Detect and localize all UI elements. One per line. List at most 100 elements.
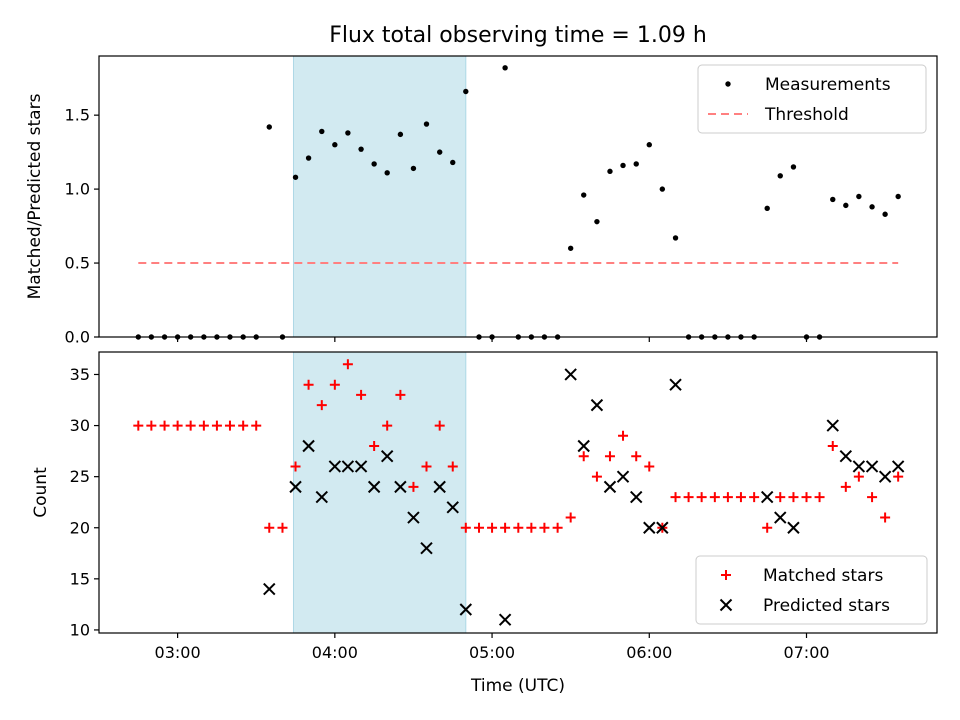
data-point xyxy=(277,522,288,533)
data-point xyxy=(764,205,770,212)
data-point xyxy=(289,480,302,494)
data-point xyxy=(502,65,508,71)
data-point xyxy=(159,420,170,431)
data-point xyxy=(867,492,878,503)
legend-swatch xyxy=(725,81,731,87)
data-point xyxy=(328,460,342,473)
y-tick-label: 20 xyxy=(70,518,90,537)
data-point xyxy=(616,470,630,483)
data-point xyxy=(460,522,471,533)
data-point xyxy=(198,420,209,431)
data-point xyxy=(292,174,299,180)
y-tick-label: 0.0 xyxy=(65,328,90,347)
data-point xyxy=(774,511,787,524)
data-point xyxy=(775,492,786,503)
legend-label: Predicted stars xyxy=(763,596,890,616)
y-tick-label: 1.0 xyxy=(65,180,90,199)
data-point xyxy=(513,522,524,533)
y-axis-label: Count xyxy=(31,467,51,518)
data-point xyxy=(341,460,355,473)
data-point xyxy=(172,420,183,431)
data-point xyxy=(305,155,312,161)
data-point xyxy=(329,379,340,390)
data-point xyxy=(869,204,875,210)
data-point xyxy=(646,142,652,148)
legend-frame xyxy=(695,555,928,625)
axes-frame xyxy=(98,55,938,338)
data-point xyxy=(644,461,655,472)
data-point xyxy=(760,490,774,504)
data-point xyxy=(656,521,669,534)
data-point xyxy=(266,124,272,130)
data-point xyxy=(498,613,512,626)
data-point xyxy=(474,522,485,533)
data-point xyxy=(762,522,773,533)
data-point xyxy=(539,522,550,533)
data-point xyxy=(303,379,314,390)
data-point xyxy=(709,492,720,503)
x-tick-label: 03:00 xyxy=(155,643,201,662)
data-point xyxy=(852,460,866,473)
data-point xyxy=(447,461,458,472)
data-point xyxy=(827,441,838,452)
data-point xyxy=(643,521,656,534)
data-point xyxy=(434,420,445,431)
data-point xyxy=(410,165,417,172)
data-point xyxy=(801,492,812,503)
data-point xyxy=(146,420,157,431)
data-point xyxy=(251,420,262,431)
data-point xyxy=(577,439,590,453)
x-axis-label: Time (UTC) xyxy=(470,676,565,696)
data-point xyxy=(565,512,576,523)
data-point xyxy=(895,193,901,200)
data-point xyxy=(446,501,459,514)
data-point xyxy=(487,522,498,533)
data-point xyxy=(607,168,613,175)
data-point xyxy=(830,196,836,203)
data-point xyxy=(238,420,249,431)
data-point xyxy=(407,511,420,524)
data-point xyxy=(787,521,800,534)
series-predicted-stars xyxy=(263,368,905,626)
x-tick-label: 07:00 xyxy=(783,643,829,662)
data-point xyxy=(358,146,364,152)
data-point xyxy=(302,439,315,453)
data-point xyxy=(397,131,404,138)
data-point xyxy=(826,419,839,432)
data-point xyxy=(633,161,639,167)
data-point xyxy=(371,161,377,167)
y-tick-label: 1.5 xyxy=(65,106,90,125)
legend-swatch xyxy=(721,570,731,580)
legend-swatch xyxy=(719,598,733,612)
data-point xyxy=(581,192,587,198)
x-tick-label: 05:00 xyxy=(469,643,515,662)
x-tick-label: 04:00 xyxy=(312,643,358,662)
data-point xyxy=(856,193,862,200)
data-point xyxy=(620,162,626,169)
data-point xyxy=(893,471,904,482)
data-point xyxy=(421,461,432,472)
data-point xyxy=(735,492,746,503)
data-point xyxy=(696,492,707,503)
data-point xyxy=(367,480,381,494)
data-point xyxy=(264,522,275,533)
y-tick-label: 0.5 xyxy=(65,254,90,273)
data-point xyxy=(591,471,602,482)
data-point xyxy=(722,492,733,503)
y-tick-label: 35 xyxy=(70,365,90,384)
data-point xyxy=(185,420,196,431)
data-point xyxy=(630,490,643,504)
y-tick-label: 10 xyxy=(70,620,90,639)
data-point xyxy=(356,389,367,400)
y-axis-label: Matched/Predicted stars xyxy=(25,93,45,299)
data-point xyxy=(290,461,301,472)
data-point xyxy=(777,173,783,179)
bottom-panel: 10 15 20 25 30 35 03:00 04:00 05:00 06:00 07:00 Cou… xyxy=(31,351,938,662)
legend: Measurements Threshold xyxy=(697,64,927,134)
data-point xyxy=(814,492,825,503)
data-point xyxy=(437,149,443,155)
data-point xyxy=(843,202,849,209)
data-point xyxy=(459,603,473,616)
data-point xyxy=(878,470,892,483)
data-point xyxy=(631,451,642,462)
